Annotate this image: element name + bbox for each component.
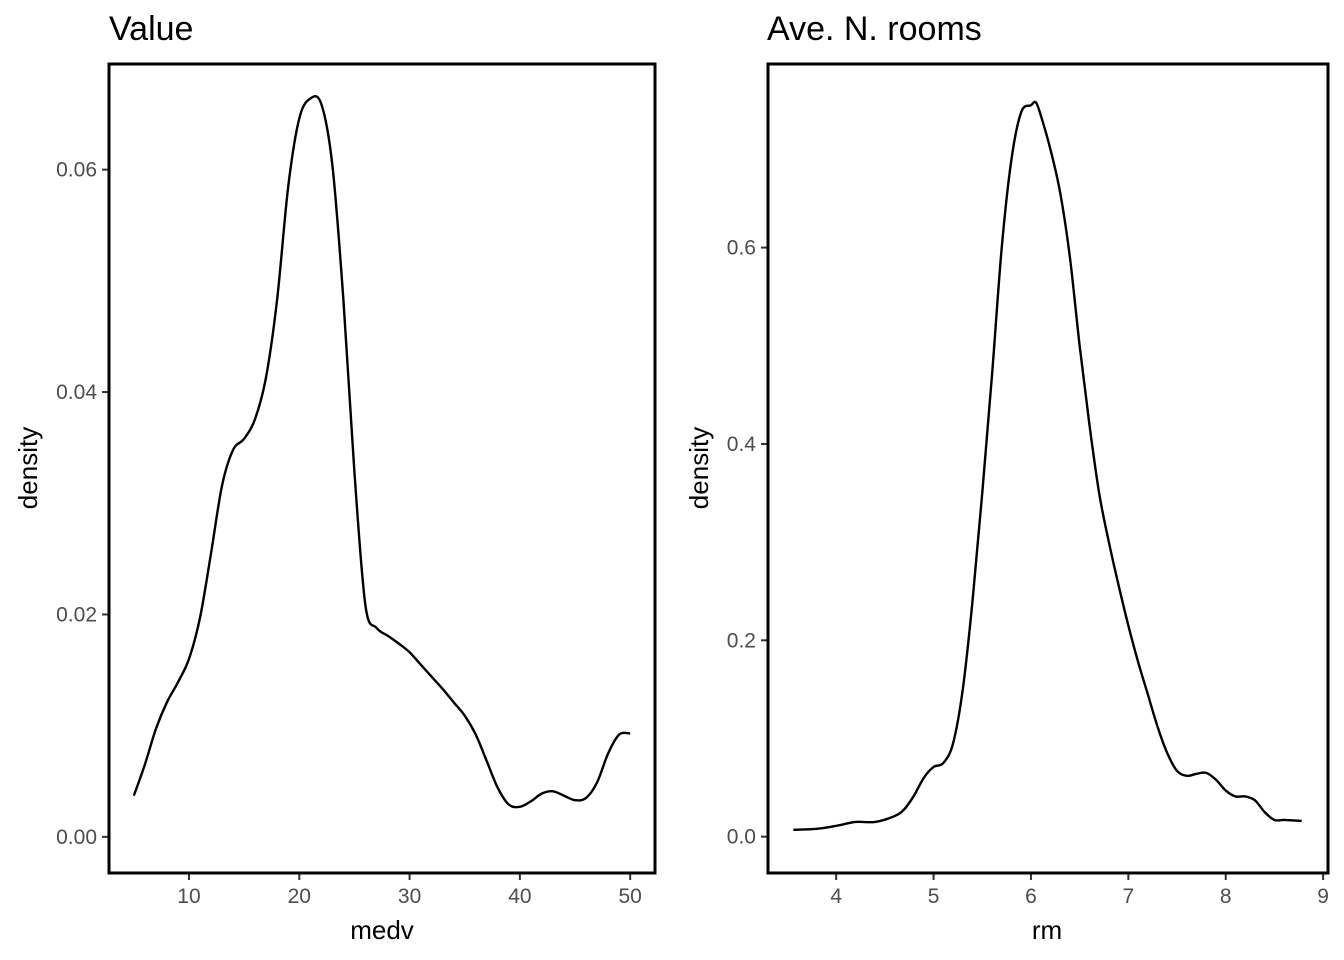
x-tick-label: 4 [830, 885, 842, 908]
x-tick-label: 5 [928, 885, 940, 908]
y-tick-label: 0.06 [56, 159, 97, 182]
x-tick-label: 7 [1123, 885, 1135, 908]
x-tick-label: 30 [398, 885, 421, 908]
x-axis-label: medv [350, 915, 414, 945]
y-tick-label: 0.0 [727, 826, 756, 849]
density-panel-value: Value medv density 10 20 30 40 50 0.00 0.02 0.0… [13, 10, 657, 945]
y-tick-label: 0.00 [56, 826, 97, 849]
y-tick-label: 0.6 [727, 237, 756, 260]
axis-ticks: 4 5 6 7 8 9 0.0 0.2 0.4 0.6 [727, 237, 1329, 908]
axis-ticks: 10 20 30 40 50 0.00 0.02 0.04 0.06 [56, 159, 642, 908]
x-tick-label: 40 [508, 885, 531, 908]
x-axis-label: rm [1032, 915, 1062, 945]
x-tick-label: 10 [177, 885, 200, 908]
chart-title: Value [109, 10, 193, 48]
density-panel-rooms: Ave. N. rooms rm density 4 5 6 7 8 9 0.0 0.2 0.4… [684, 10, 1330, 945]
x-tick-label: 50 [619, 885, 642, 908]
chart-title: Ave. N. rooms [767, 10, 982, 48]
y-tick-label: 0.02 [56, 603, 97, 626]
plot-frame [766, 62, 1330, 875]
y-axis-label: density [13, 427, 43, 509]
x-tick-label: 9 [1317, 885, 1329, 908]
plot-frame [107, 62, 657, 875]
x-tick-label: 6 [1025, 885, 1037, 908]
density-curve [793, 100, 1302, 831]
density-curve [132, 94, 631, 809]
y-axis-label: density [684, 427, 714, 509]
x-tick-label: 20 [288, 885, 311, 908]
y-tick-label: 0.4 [727, 433, 757, 456]
x-tick-label: 8 [1220, 885, 1232, 908]
y-tick-label: 0.2 [727, 629, 756, 652]
y-tick-label: 0.04 [56, 381, 97, 404]
